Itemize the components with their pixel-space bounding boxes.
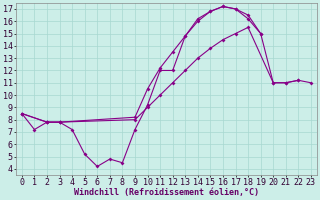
X-axis label: Windchill (Refroidissement éolien,°C): Windchill (Refroidissement éolien,°C) — [74, 188, 259, 197]
